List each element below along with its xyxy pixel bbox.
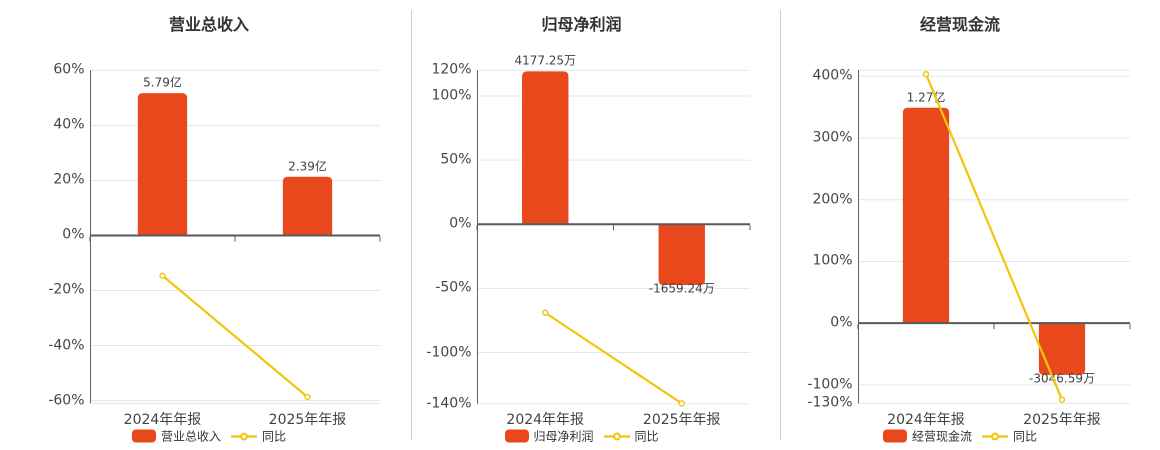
bar-value-label: -1659.24万 — [648, 281, 715, 296]
yoy-point-2024年年报 — [159, 272, 166, 279]
legend-line-icon — [603, 430, 630, 442]
y-tick-label: 400% — [812, 67, 853, 84]
yoy-line — [161, 274, 309, 398]
yoy-point-2024年年报 — [922, 70, 930, 78]
y-tick-label: -100% — [807, 376, 853, 393]
y-tick-label: 50% — [440, 151, 472, 168]
bar-value-label: 5.79亿 — [143, 75, 182, 90]
y-tick-label: 120% — [431, 62, 472, 79]
y-tick-label: -140% — [426, 395, 472, 412]
x-category-label: 2024年年报 — [506, 412, 585, 428]
bar-2024年年报 — [137, 93, 188, 236]
y-tick-label: -50% — [435, 280, 472, 297]
legend: 营业总收入 同比 — [131, 428, 287, 445]
x-category-label: 2024年年报 — [887, 412, 965, 428]
x-category-label: 2025年年报 — [268, 412, 347, 428]
x-category-label: 2025年年报 — [1023, 412, 1101, 428]
y-tick-label: 20% — [53, 172, 85, 189]
y-tick-label: 0% — [449, 215, 472, 232]
x-category-label: 2025年年报 — [642, 412, 721, 428]
y-tick-label: 60% — [53, 62, 85, 79]
panel-title: 经营现金流 — [919, 14, 1001, 34]
bar-2024年年报 — [902, 107, 950, 324]
bar-value-label: 1.27亿 — [906, 90, 946, 105]
bar-2025年年报 — [1038, 323, 1086, 375]
y-tick-label: -20% — [48, 282, 85, 299]
y-tick-label: 0% — [62, 227, 85, 244]
legend-line-marker — [612, 432, 621, 440]
legend-line-label: 同比 — [1013, 429, 1038, 444]
x-category-label: 2024年年报 — [123, 412, 202, 428]
legend: 归母净利润 同比 — [504, 428, 659, 445]
bar-value-label: 2.39亿 — [288, 159, 327, 174]
legend-line-icon-svg — [982, 432, 1008, 440]
legend-bar-label: 归母净利润 — [533, 429, 594, 444]
legend-line-label: 同比 — [262, 429, 287, 444]
legend-line-marker — [240, 432, 248, 440]
y-tick-label: 0% — [830, 314, 853, 331]
yoy-point-2025年年报 — [678, 400, 685, 407]
bar-value-label: 4177.25万 — [514, 53, 577, 68]
panel-title: 归母净利润 — [541, 14, 622, 34]
yoy-point-2025年年报 — [304, 393, 311, 401]
legend-bar-label: 经营现金流 — [911, 429, 972, 444]
bar-value-label: -3046.59万 — [1029, 371, 1095, 386]
legend-line-icon-svg — [231, 432, 257, 440]
legend-line-marker — [991, 432, 999, 440]
legend-line-label: 同比 — [634, 429, 659, 444]
y-tick-label: 300% — [812, 129, 853, 146]
bar-2025年年报 — [658, 224, 705, 285]
yoy-point-2024年年报 — [542, 309, 549, 316]
panel-title: 营业总收入 — [168, 14, 250, 34]
legend-bar-swatch — [882, 429, 907, 443]
legend-line-icon — [231, 430, 257, 442]
bar-2024年年报 — [522, 71, 569, 225]
legend-bar-swatch — [131, 429, 156, 443]
y-tick-label: 100% — [812, 253, 853, 270]
y-tick-label: 100% — [431, 87, 472, 104]
legend-bar-swatch — [504, 429, 529, 443]
bar-2025年年报 — [282, 176, 333, 236]
y-tick-label: 200% — [812, 191, 853, 208]
y-tick-label: -40% — [48, 337, 85, 354]
yoy-point-2025年年报 — [1058, 396, 1066, 403]
yoy-line — [544, 311, 683, 405]
legend-line-icon — [982, 430, 1008, 442]
y-tick-label: -100% — [426, 344, 472, 361]
y-tick-label: -60% — [48, 392, 85, 409]
y-tick-label: 40% — [53, 117, 85, 134]
yoy-line — [924, 73, 1064, 401]
legend: 经营现金流 同比 — [882, 428, 1038, 445]
legend-line-icon-svg — [603, 432, 630, 440]
legend-bar-label: 营业总收入 — [160, 429, 221, 444]
y-tick-label: -130% — [807, 395, 853, 412]
